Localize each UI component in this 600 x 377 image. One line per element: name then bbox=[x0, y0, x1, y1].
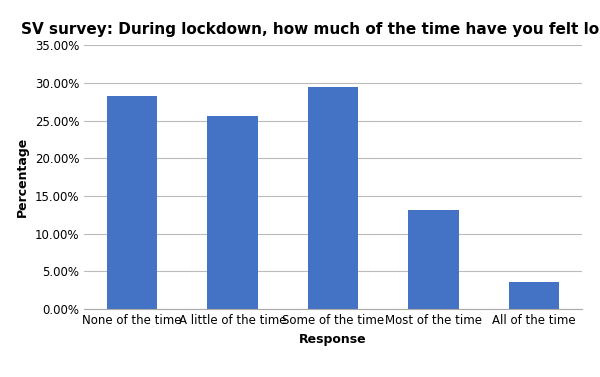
X-axis label: Response: Response bbox=[299, 333, 367, 346]
Bar bbox=[207, 116, 257, 309]
Y-axis label: Percentage: Percentage bbox=[16, 137, 29, 217]
Bar bbox=[509, 282, 559, 309]
Bar bbox=[409, 210, 459, 309]
Bar bbox=[308, 87, 358, 309]
Bar bbox=[107, 96, 157, 309]
Title: SV survey: During lockdown, how much of the time have you felt lonely?: SV survey: During lockdown, how much of … bbox=[22, 22, 600, 37]
